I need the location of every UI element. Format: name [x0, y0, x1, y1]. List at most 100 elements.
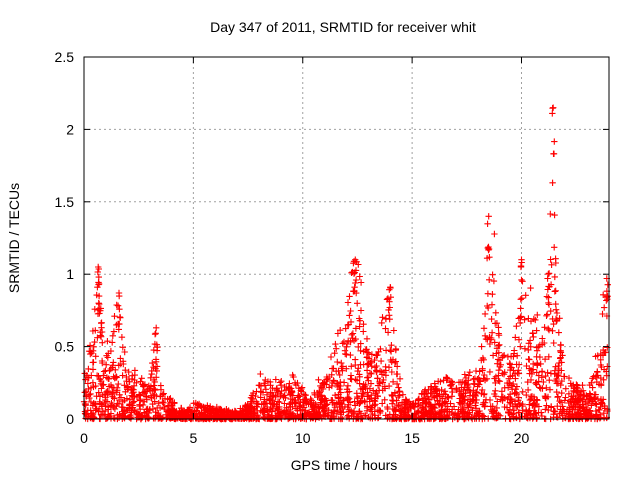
data-point	[276, 399, 283, 406]
data-point	[551, 138, 558, 145]
data-point	[571, 398, 578, 406]
data-point	[222, 414, 229, 421]
data-point	[553, 317, 561, 324]
data-point	[110, 384, 117, 392]
data-point	[391, 407, 399, 414]
data-point	[307, 395, 314, 403]
data-point	[533, 327, 540, 334]
data-point	[525, 315, 532, 322]
data-point	[256, 382, 263, 389]
data-point	[481, 376, 489, 384]
data-point	[125, 368, 132, 376]
data-point	[356, 315, 363, 322]
data-point	[396, 375, 404, 382]
data-point	[153, 324, 160, 331]
data-point	[247, 394, 255, 401]
data-point	[414, 407, 422, 415]
data-point	[86, 348, 93, 355]
data-point	[431, 394, 438, 401]
data-point	[481, 371, 488, 379]
data-point	[87, 407, 94, 414]
data-point	[366, 370, 374, 377]
data-point	[131, 371, 138, 379]
data-point	[330, 377, 337, 384]
data-point	[364, 349, 371, 356]
data-point	[361, 397, 368, 405]
data-point	[448, 381, 455, 388]
data-point	[377, 357, 385, 365]
data-point	[568, 410, 576, 418]
data-point	[95, 389, 102, 396]
data-point	[367, 380, 375, 387]
data-point	[102, 407, 109, 415]
x-tick-label: 15	[404, 430, 420, 446]
data-point	[513, 361, 520, 368]
data-point	[257, 382, 265, 390]
data-point	[479, 386, 486, 394]
data-point	[526, 396, 534, 404]
data-point	[306, 411, 313, 418]
data-point	[507, 400, 514, 407]
data-point	[586, 390, 593, 397]
data-point	[529, 329, 536, 337]
data-point	[374, 375, 381, 382]
data-point	[98, 385, 105, 392]
data-point	[594, 352, 601, 359]
data-point	[489, 271, 496, 278]
data-point	[115, 380, 122, 388]
data-point	[323, 381, 330, 388]
data-point	[84, 380, 92, 387]
data-point	[492, 320, 499, 327]
data-point	[562, 394, 569, 401]
data-point	[151, 378, 158, 386]
y-tick-label: 2	[66, 121, 74, 137]
data-point	[544, 311, 551, 318]
data-point	[544, 369, 551, 376]
data-point	[380, 376, 387, 384]
data-point	[114, 302, 122, 309]
data-point	[90, 359, 97, 366]
data-point	[119, 408, 126, 415]
data-point	[115, 289, 123, 297]
data-point	[456, 399, 463, 406]
data-point	[419, 399, 426, 406]
data-point	[111, 405, 119, 413]
data-point	[538, 412, 546, 420]
data-point	[342, 325, 349, 332]
data-point	[107, 365, 114, 373]
data-point	[363, 346, 370, 353]
data-point	[518, 295, 525, 302]
data-point	[441, 399, 448, 406]
data-point	[328, 371, 335, 378]
data-point	[251, 410, 258, 417]
data-point	[95, 263, 102, 271]
data-point	[311, 391, 318, 398]
data-point	[347, 407, 355, 415]
data-point	[284, 413, 292, 420]
data-point	[507, 391, 514, 398]
data-point	[363, 354, 370, 361]
data-point	[204, 402, 211, 409]
data-point	[549, 315, 556, 323]
data-point	[530, 407, 538, 414]
data-point	[261, 382, 269, 389]
data-point	[501, 403, 508, 411]
data-point	[492, 309, 499, 316]
data-point	[604, 363, 611, 370]
x-tick-label: 0	[80, 430, 88, 446]
data-point	[93, 405, 100, 413]
data-point	[489, 291, 496, 298]
data-point	[379, 314, 386, 321]
data-point	[115, 362, 122, 369]
data-point	[337, 378, 344, 386]
data-point	[109, 339, 116, 346]
data-point	[504, 379, 511, 387]
data-point	[534, 362, 541, 369]
data-point	[547, 307, 554, 315]
data-point	[331, 350, 338, 357]
data-point	[438, 408, 445, 415]
data-point	[345, 337, 352, 344]
data-point	[357, 279, 365, 286]
data-point	[344, 382, 352, 389]
data-point	[479, 365, 486, 372]
